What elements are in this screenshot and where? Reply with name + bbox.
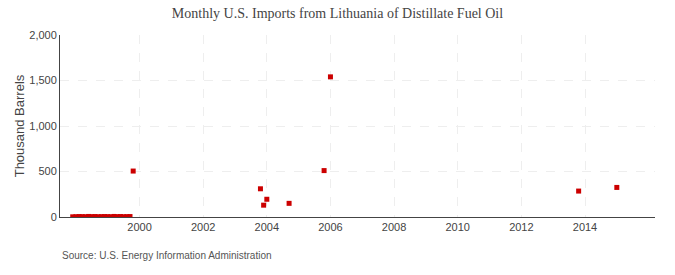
svg-text:Thousand Barrels: Thousand Barrels bbox=[12, 74, 27, 177]
svg-text:1,000: 1,000 bbox=[29, 120, 57, 132]
svg-text:0: 0 bbox=[51, 211, 57, 223]
svg-text:500: 500 bbox=[38, 165, 56, 177]
svg-text:2012: 2012 bbox=[509, 221, 533, 233]
svg-text:2010: 2010 bbox=[445, 221, 469, 233]
svg-text:2002: 2002 bbox=[191, 221, 215, 233]
svg-text:2008: 2008 bbox=[382, 221, 406, 233]
svg-text:1,500: 1,500 bbox=[29, 74, 57, 86]
svg-text:2004: 2004 bbox=[255, 221, 279, 233]
svg-text:2000: 2000 bbox=[127, 221, 151, 233]
svg-text:2014: 2014 bbox=[573, 221, 597, 233]
svg-text:2,000: 2,000 bbox=[29, 29, 57, 41]
svg-text:2006: 2006 bbox=[318, 221, 342, 233]
svg-text:Source: U.S. Energy Informatio: Source: U.S. Energy Information Administ… bbox=[62, 250, 272, 261]
svg-text:Monthly U.S. Imports from Lith: Monthly U.S. Imports from Lithuania of D… bbox=[172, 6, 503, 21]
